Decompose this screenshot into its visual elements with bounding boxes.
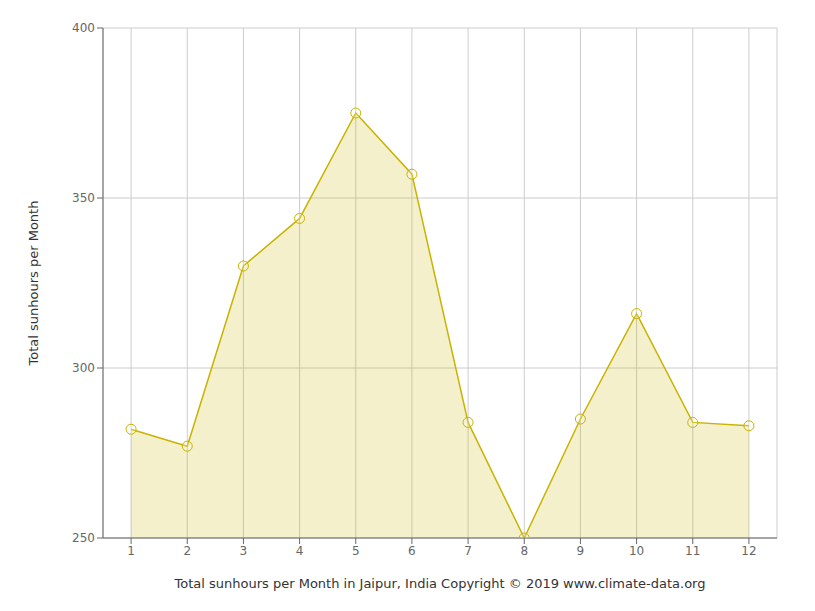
svg-text:5: 5 (352, 544, 360, 558)
svg-text:7: 7 (464, 544, 472, 558)
svg-text:11: 11 (685, 544, 700, 558)
svg-text:Total sunhours per Month in Ja: Total sunhours per Month in Jaipur, Indi… (174, 576, 706, 591)
svg-text:10: 10 (629, 544, 644, 558)
svg-text:8: 8 (520, 544, 528, 558)
svg-text:6: 6 (408, 544, 416, 558)
svg-text:4: 4 (296, 544, 304, 558)
svg-text:12: 12 (741, 544, 756, 558)
svg-text:250: 250 (72, 531, 95, 545)
svg-text:3: 3 (240, 544, 248, 558)
svg-text:9: 9 (577, 544, 585, 558)
svg-text:400: 400 (72, 21, 95, 35)
svg-text:Total sunhours per Month: Total sunhours per Month (26, 201, 41, 367)
svg-text:1: 1 (127, 544, 135, 558)
svg-text:2: 2 (183, 544, 191, 558)
svg-text:300: 300 (72, 361, 95, 375)
svg-text:350: 350 (72, 191, 95, 205)
